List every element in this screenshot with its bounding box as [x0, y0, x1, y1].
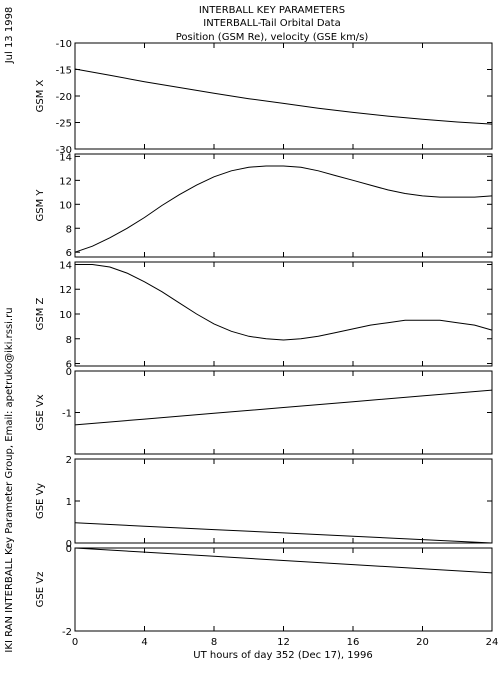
- panel-frame: [74, 458, 493, 544]
- y-axis-label: GSM Z: [35, 297, 46, 330]
- y-axis-label: GSM Y: [35, 189, 46, 222]
- y-tick-label: -15: [56, 66, 72, 77]
- header-line-2: INTERBALL-Tail Orbital Data: [203, 18, 340, 29]
- x-tick-label: 4: [141, 637, 147, 648]
- panel-6: 0 -2 GSE Vz: [35, 544, 493, 638]
- y-axis-label: GSE Vy: [35, 483, 46, 519]
- y-tick-label: -2: [62, 627, 72, 638]
- y-tick-label: 10: [59, 310, 72, 321]
- series-line: [74, 68, 493, 125]
- y-tick-label: 6: [66, 360, 72, 371]
- header-line-3: Position (GSM Re), velocity (GSE km/s): [176, 32, 369, 43]
- series-line: [74, 522, 493, 544]
- panel-1: -10 -15 -20 -25 -30 GSM X: [35, 39, 493, 156]
- panel-2: 14 12 10 8 6 GSM Y: [35, 152, 493, 259]
- panel-frame: [74, 153, 493, 258]
- series-line: [74, 165, 493, 253]
- y-tick-label: -1: [62, 409, 72, 420]
- header: INTERBALL KEY PARAMETERS INTERBALL-Tail …: [176, 5, 369, 43]
- y-tick-label: -20: [56, 92, 72, 103]
- header-line-1: INTERBALL KEY PARAMETERS: [199, 5, 345, 16]
- y-tick-label: 2: [66, 455, 72, 466]
- y-tick-label: 1: [66, 497, 72, 508]
- panel-4: 0 -1 GSE Vx: [35, 367, 493, 455]
- y-tick-label: 8: [66, 335, 72, 346]
- side-date-label: Jul 13 1998: [4, 7, 15, 65]
- panel-frame: [74, 370, 493, 455]
- y-axis-label: GSE Vx: [35, 394, 46, 430]
- y-tick-label: 10: [59, 200, 72, 211]
- y-tick-label: 12: [59, 285, 72, 296]
- y-tick-label: -30: [56, 145, 72, 156]
- x-tick-label: 16: [347, 637, 360, 648]
- x-tick-label: 20: [416, 637, 429, 648]
- series-line: [75, 264, 493, 341]
- panel-5: 2 1 0 GSE Vy: [35, 455, 493, 550]
- x-tick-label: 8: [211, 637, 217, 648]
- y-tick-label: 6: [66, 248, 72, 259]
- series-line: [74, 547, 493, 574]
- x-tick-label: 24: [486, 637, 499, 648]
- y-tick-label: 8: [66, 224, 72, 235]
- y-tick-label: 12: [59, 176, 72, 187]
- y-axis-label: GSE Vz: [35, 572, 46, 608]
- y-tick-label: 0: [66, 544, 72, 555]
- series-line: [74, 389, 493, 426]
- y-tick-label: 0: [66, 367, 72, 378]
- y-tick-label: -10: [56, 39, 72, 50]
- panel-3: 14 12 10 8 6 GSM Z: [35, 260, 493, 371]
- x-axis-label: UT hours of day 352 (Dec 17), 1996: [193, 650, 372, 661]
- y-axis-label: GSM X: [35, 79, 46, 112]
- side-credit-label: IKI RAN INTERBALL Key Parameter Group, E…: [4, 307, 15, 652]
- x-tick-label: 12: [277, 637, 290, 648]
- panel-frame: [74, 261, 493, 367]
- panel-frame: [74, 42, 493, 150]
- y-tick-label: 0: [66, 539, 72, 550]
- x-axis: 0 4 8 12 16 20 24: [72, 637, 499, 648]
- y-tick-label: 14: [59, 260, 72, 271]
- y-tick-label: 14: [59, 152, 72, 163]
- x-tick-label: 0: [72, 637, 78, 648]
- y-tick-label: -25: [56, 119, 72, 130]
